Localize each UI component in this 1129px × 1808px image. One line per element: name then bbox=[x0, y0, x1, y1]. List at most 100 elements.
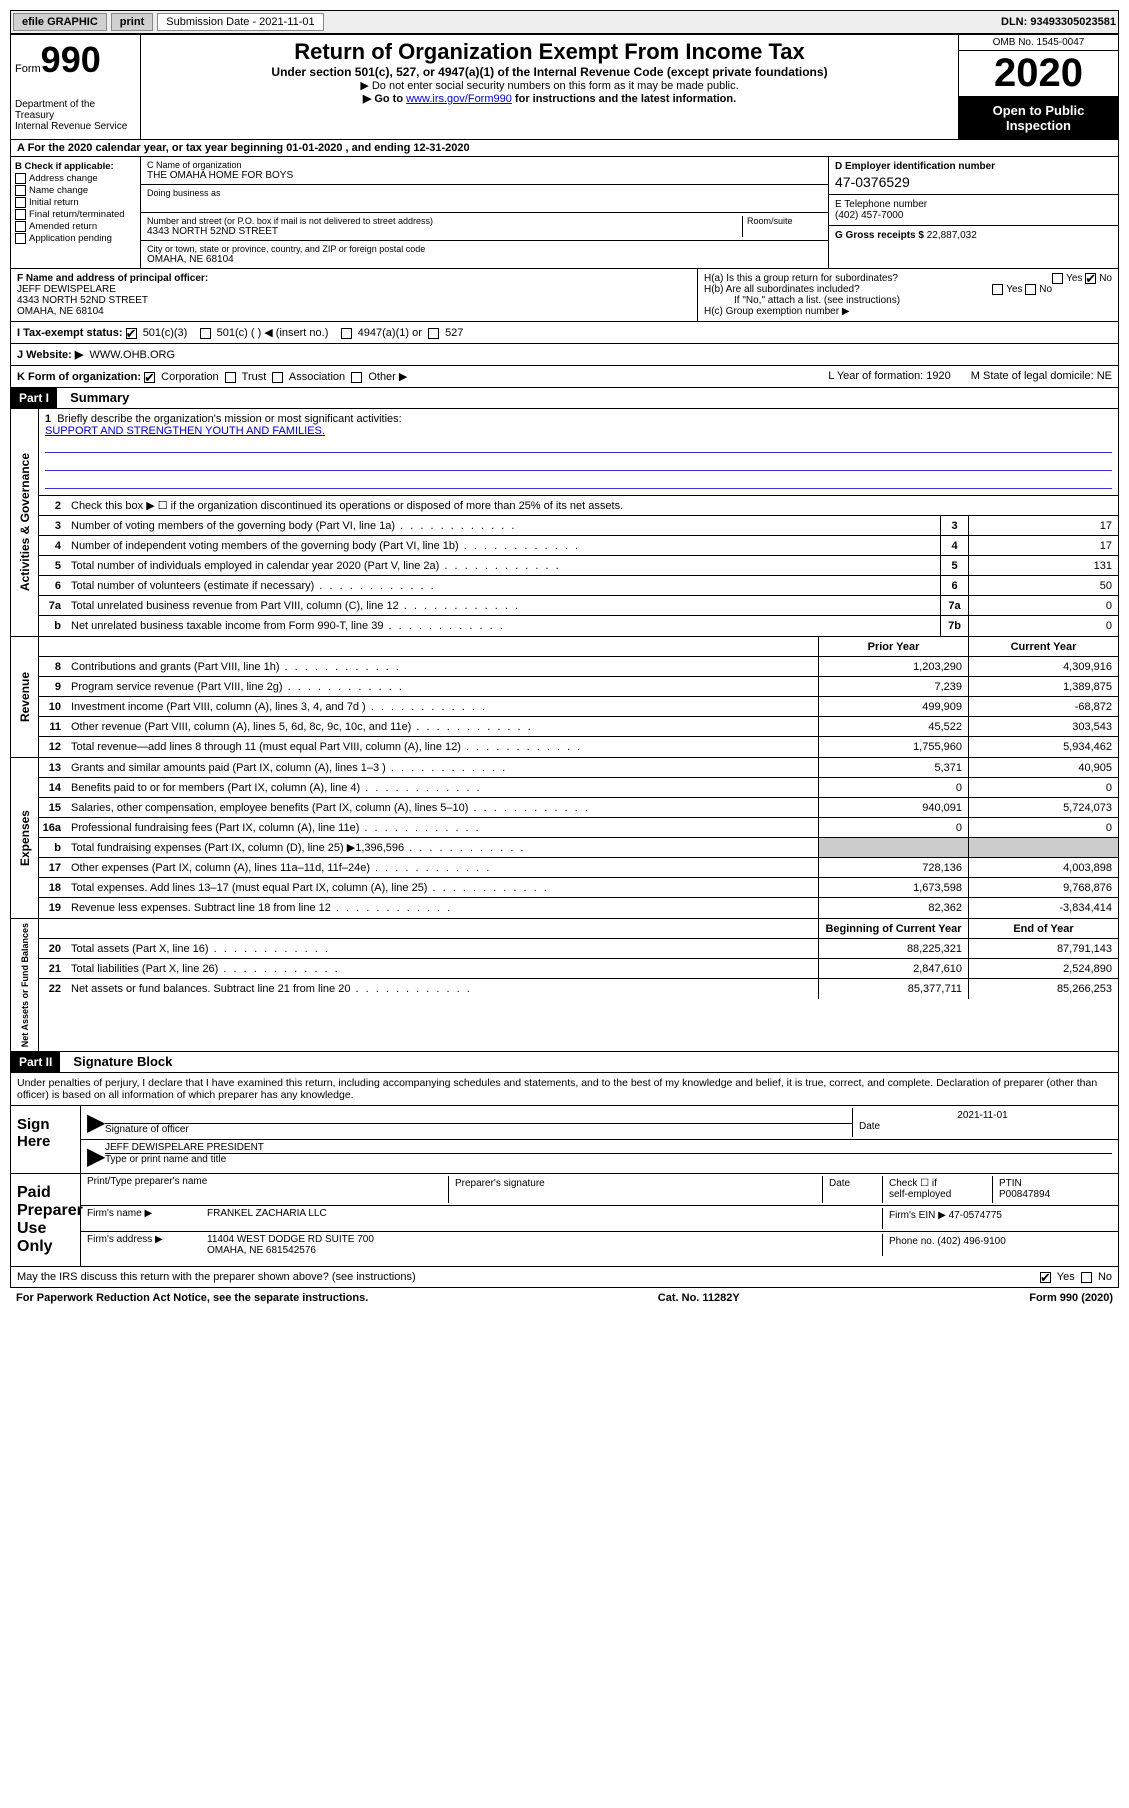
line-9: 9Program service revenue (Part VIII, lin… bbox=[39, 677, 1118, 697]
sign-here-block: Sign Here ▶ Signature of officer 2021-11… bbox=[10, 1106, 1119, 1174]
firm-ein: 47-0574775 bbox=[949, 1210, 1002, 1221]
line-21: 21Total liabilities (Part X, line 26)2,8… bbox=[39, 959, 1118, 979]
row-i-tax-status: I Tax-exempt status: 501(c)(3) 501(c) ( … bbox=[10, 322, 1119, 344]
line-20: 20Total assets (Part X, line 16)88,225,3… bbox=[39, 939, 1118, 959]
ptin-value: P00847894 bbox=[999, 1189, 1050, 1200]
section-c: C Name of organizationTHE OMAHA HOME FOR… bbox=[141, 157, 828, 268]
paid-preparer-block: Paid Preparer Use Only Print/Type prepar… bbox=[10, 1174, 1119, 1267]
org-name: THE OMAHA HOME FOR BOYS bbox=[147, 170, 822, 181]
efile-button[interactable]: efile GRAPHIC bbox=[13, 13, 107, 31]
submission-date: Submission Date - 2021-11-01 bbox=[157, 13, 323, 31]
checkbox-other[interactable] bbox=[351, 372, 362, 383]
checkbox-ha-no[interactable] bbox=[1085, 273, 1096, 284]
form-header: Form990 Department of the Treasury Inter… bbox=[10, 34, 1119, 140]
row-k-form-org: K Form of organization: Corporation Trus… bbox=[10, 366, 1119, 388]
checkbox-application-pending[interactable] bbox=[15, 233, 26, 244]
checkbox-hb-yes[interactable] bbox=[992, 284, 1003, 295]
irs-link[interactable]: www.irs.gov/Form990 bbox=[406, 93, 512, 105]
line-10: 10Investment income (Part VIII, column (… bbox=[39, 697, 1118, 717]
section-netassets: Net Assets or Fund Balances Beginning of… bbox=[10, 919, 1119, 1052]
checkbox-assoc[interactable] bbox=[272, 372, 283, 383]
gov-line-3: 3Number of voting members of the governi… bbox=[39, 516, 1118, 536]
section-h: H(a) Is this a group return for subordin… bbox=[698, 269, 1118, 321]
part2-title: Signature Block bbox=[63, 1051, 182, 1072]
checkbox-address-change[interactable] bbox=[15, 173, 26, 184]
checkbox-4947[interactable] bbox=[341, 328, 352, 339]
form-number: 990 bbox=[41, 39, 101, 80]
section-revenue: Revenue Prior YearCurrent Year 8Contribu… bbox=[10, 637, 1119, 758]
firm-phone: (402) 496-9100 bbox=[937, 1236, 1005, 1247]
side-exp-label: Expenses bbox=[16, 806, 34, 870]
checkbox-527[interactable] bbox=[428, 328, 439, 339]
phone-value: (402) 457-7000 bbox=[835, 210, 1112, 221]
checkbox-501c3[interactable] bbox=[126, 328, 137, 339]
section-governance: Activities & Governance 1 Briefly descri… bbox=[10, 409, 1119, 637]
gov-line-6: 6Total number of volunteers (estimate if… bbox=[39, 576, 1118, 596]
form-subtitle-2: ▶ Do not enter social security numbers o… bbox=[145, 79, 954, 92]
checkbox-corp[interactable] bbox=[144, 372, 155, 383]
gov-line-5: 5Total number of individuals employed in… bbox=[39, 556, 1118, 576]
print-button[interactable]: print bbox=[111, 13, 153, 31]
checkbox-discuss-no[interactable] bbox=[1081, 1272, 1092, 1283]
checkbox-hb-no[interactable] bbox=[1025, 284, 1036, 295]
part2-badge: Part II bbox=[11, 1052, 60, 1072]
checkbox-initial-return[interactable] bbox=[15, 197, 26, 208]
line-15: 15Salaries, other compensation, employee… bbox=[39, 798, 1118, 818]
checkbox-amended[interactable] bbox=[15, 221, 26, 232]
paid-preparer-label: Paid Preparer Use Only bbox=[11, 1174, 81, 1266]
org-city: OMAHA, NE 68104 bbox=[147, 254, 822, 265]
side-net-label: Net Assets or Fund Balances bbox=[18, 919, 32, 1051]
gov-line-b: bNet unrelated business taxable income f… bbox=[39, 616, 1118, 636]
side-gov-label: Activities & Governance bbox=[16, 449, 34, 595]
checkbox-final-return[interactable] bbox=[15, 209, 26, 220]
firm-name: FRANKEL ZACHARIA LLC bbox=[207, 1208, 882, 1229]
line-b: bTotal fundraising expenses (Part IX, co… bbox=[39, 838, 1118, 858]
line-17: 17Other expenses (Part IX, column (A), l… bbox=[39, 858, 1118, 878]
state-domicile: M State of legal domicile: NE bbox=[971, 370, 1112, 383]
section-f: F Name and address of principal officer:… bbox=[11, 269, 698, 321]
irs-label: Internal Revenue Service bbox=[15, 121, 136, 132]
block-bcd: B Check if applicable: Address change Na… bbox=[10, 157, 1119, 269]
gov-line-7a: 7aTotal unrelated business revenue from … bbox=[39, 596, 1118, 616]
section-expenses: Expenses 13Grants and similar amounts pa… bbox=[10, 758, 1119, 919]
website-value: WWW.OHB.ORG bbox=[89, 349, 175, 361]
checkbox-name-change[interactable] bbox=[15, 185, 26, 196]
checkbox-discuss-yes[interactable] bbox=[1040, 1272, 1051, 1283]
part1-header-row: Part I Summary bbox=[10, 388, 1119, 409]
part2-header-row: Part II Signature Block bbox=[10, 1052, 1119, 1073]
line-19: 19Revenue less expenses. Subtract line 1… bbox=[39, 898, 1118, 918]
gov-line-4: 4Number of independent voting members of… bbox=[39, 536, 1118, 556]
line-18: 18Total expenses. Add lines 13–17 (must … bbox=[39, 878, 1118, 898]
section-b: B Check if applicable: Address change Na… bbox=[11, 157, 141, 268]
line-11: 11Other revenue (Part VIII, column (A), … bbox=[39, 717, 1118, 737]
perjury-statement: Under penalties of perjury, I declare th… bbox=[10, 1073, 1119, 1106]
checkbox-ha-yes[interactable] bbox=[1052, 273, 1063, 284]
officer-name-title: JEFF DEWISPELARE PRESIDENT bbox=[105, 1142, 1112, 1154]
line-16a: 16aProfessional fundraising fees (Part I… bbox=[39, 818, 1118, 838]
dln-label: DLN: 93493305023581 bbox=[1001, 16, 1116, 28]
checkbox-501c[interactable] bbox=[200, 328, 211, 339]
row-j-website: J Website: ▶ WWW.OHB.ORG bbox=[10, 344, 1119, 366]
side-rev-label: Revenue bbox=[16, 668, 34, 726]
checkbox-trust[interactable] bbox=[225, 372, 236, 383]
open-inspection: Open to Public Inspection bbox=[959, 97, 1118, 139]
page-footer: For Paperwork Reduction Act Notice, see … bbox=[10, 1288, 1119, 1308]
line-12: 12Total revenue—add lines 8 through 11 (… bbox=[39, 737, 1118, 757]
part1-badge: Part I bbox=[11, 388, 57, 408]
dept-label: Department of the Treasury bbox=[15, 99, 136, 121]
form-prefix: Form bbox=[15, 63, 41, 75]
form-title: Return of Organization Exempt From Incom… bbox=[145, 39, 954, 65]
omb-number: OMB No. 1545-0047 bbox=[959, 35, 1118, 51]
part1-title: Summary bbox=[60, 387, 139, 408]
discuss-row: May the IRS discuss this return with the… bbox=[10, 1267, 1119, 1288]
sign-date: 2021-11-01 bbox=[859, 1110, 1106, 1121]
form-subtitle-1: Under section 501(c), 527, or 4947(a)(1)… bbox=[145, 65, 954, 79]
row-a-period: A For the 2020 calendar year, or tax yea… bbox=[10, 140, 1119, 157]
form-subtitle-3: ▶ Go to www.irs.gov/Form990 for instruct… bbox=[145, 92, 954, 105]
gross-receipts: 22,887,032 bbox=[927, 230, 977, 241]
sign-here-label: Sign Here bbox=[11, 1106, 81, 1173]
officer-name: JEFF DEWISPELARE bbox=[17, 284, 116, 295]
section-deg: D Employer identification number47-03765… bbox=[828, 157, 1118, 268]
line-14: 14Benefits paid to or for members (Part … bbox=[39, 778, 1118, 798]
year-formation: L Year of formation: 1920 bbox=[828, 370, 951, 383]
